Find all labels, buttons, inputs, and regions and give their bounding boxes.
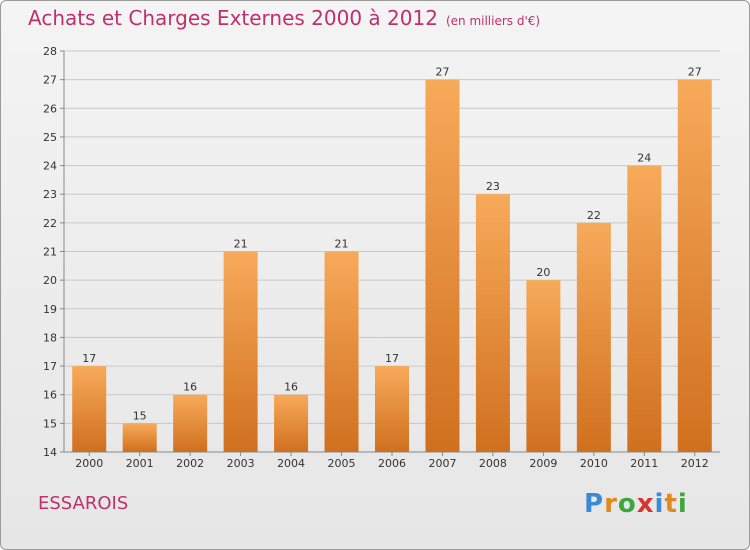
logo-letter: x <box>636 489 655 519</box>
bar <box>274 394 309 452</box>
x-tick-label: 2006 <box>378 457 406 470</box>
bar-value-label: 16 <box>183 381 197 394</box>
y-tick-label: 22 <box>43 217 57 230</box>
bar <box>526 280 561 452</box>
bar-value-label: 27 <box>435 66 449 79</box>
y-tick-label: 14 <box>43 446 57 459</box>
y-tick-label: 20 <box>43 274 57 287</box>
y-tick-label: 21 <box>43 246 57 259</box>
bar-value-label: 23 <box>486 180 500 193</box>
y-tick-label: 15 <box>43 417 57 430</box>
bar-value-label: 15 <box>133 409 147 422</box>
bar-value-label: 17 <box>385 352 399 365</box>
bar-value-label: 21 <box>335 238 349 251</box>
x-tick-label: 2001 <box>126 457 154 470</box>
x-tick-label: 2004 <box>277 457 305 470</box>
y-tick-label: 26 <box>43 102 57 115</box>
bar <box>72 366 107 452</box>
bar <box>627 165 662 453</box>
logo-letter: i <box>654 489 665 519</box>
logo-letter: t <box>664 489 678 519</box>
y-tick-label: 23 <box>43 188 57 201</box>
bar <box>375 366 409 452</box>
y-tick-label: 18 <box>43 331 57 344</box>
logo-letter: r <box>604 489 618 519</box>
bar <box>223 251 258 452</box>
x-tick-label: 2012 <box>681 457 709 470</box>
x-tick-label: 2000 <box>75 457 103 470</box>
y-tick-label: 25 <box>43 131 57 144</box>
bar <box>122 423 157 452</box>
bar-value-label: 16 <box>284 381 298 394</box>
y-tick-label: 19 <box>43 303 57 316</box>
x-tick-label: 2003 <box>227 457 255 470</box>
logo-letter: P <box>584 489 605 519</box>
x-tick-label: 2007 <box>428 457 456 470</box>
place-name: ESSAROIS <box>38 493 129 514</box>
logo-letter: o <box>617 489 637 519</box>
bar-value-label: 24 <box>637 152 651 165</box>
x-tick-label: 2002 <box>176 457 204 470</box>
bar-value-label: 17 <box>82 352 96 365</box>
bar-value-label: 21 <box>234 238 248 251</box>
bar <box>475 194 510 452</box>
bar <box>677 79 712 453</box>
bar <box>425 79 460 453</box>
bar <box>324 251 359 452</box>
proxiti-logo: Proxiti <box>584 489 688 519</box>
y-tick-label: 28 <box>43 45 57 58</box>
x-tick-label: 2008 <box>479 457 507 470</box>
bar-value-label: 27 <box>688 66 702 79</box>
logo-letter: i <box>677 489 688 519</box>
x-tick-label: 2009 <box>529 457 557 470</box>
bar-value-label: 20 <box>536 266 550 279</box>
bar <box>576 222 611 452</box>
chart-subtitle: (en milliers d'€) <box>445 14 541 28</box>
bar <box>173 394 208 452</box>
x-tick-label: 2005 <box>328 457 356 470</box>
y-tick-label: 17 <box>43 360 57 373</box>
y-tick-label: 16 <box>43 389 57 402</box>
bar-value-label: 22 <box>587 209 601 222</box>
y-tick-label: 24 <box>43 160 57 173</box>
y-tick-label: 27 <box>43 74 57 87</box>
chart-title: Achats et Charges Externes 2000 à 2012 (e… <box>28 6 540 30</box>
chart-title-text: Achats et Charges Externes 2000 à 2012 <box>28 6 438 30</box>
x-tick-label: 2011 <box>630 457 658 470</box>
x-tick-label: 2010 <box>580 457 608 470</box>
